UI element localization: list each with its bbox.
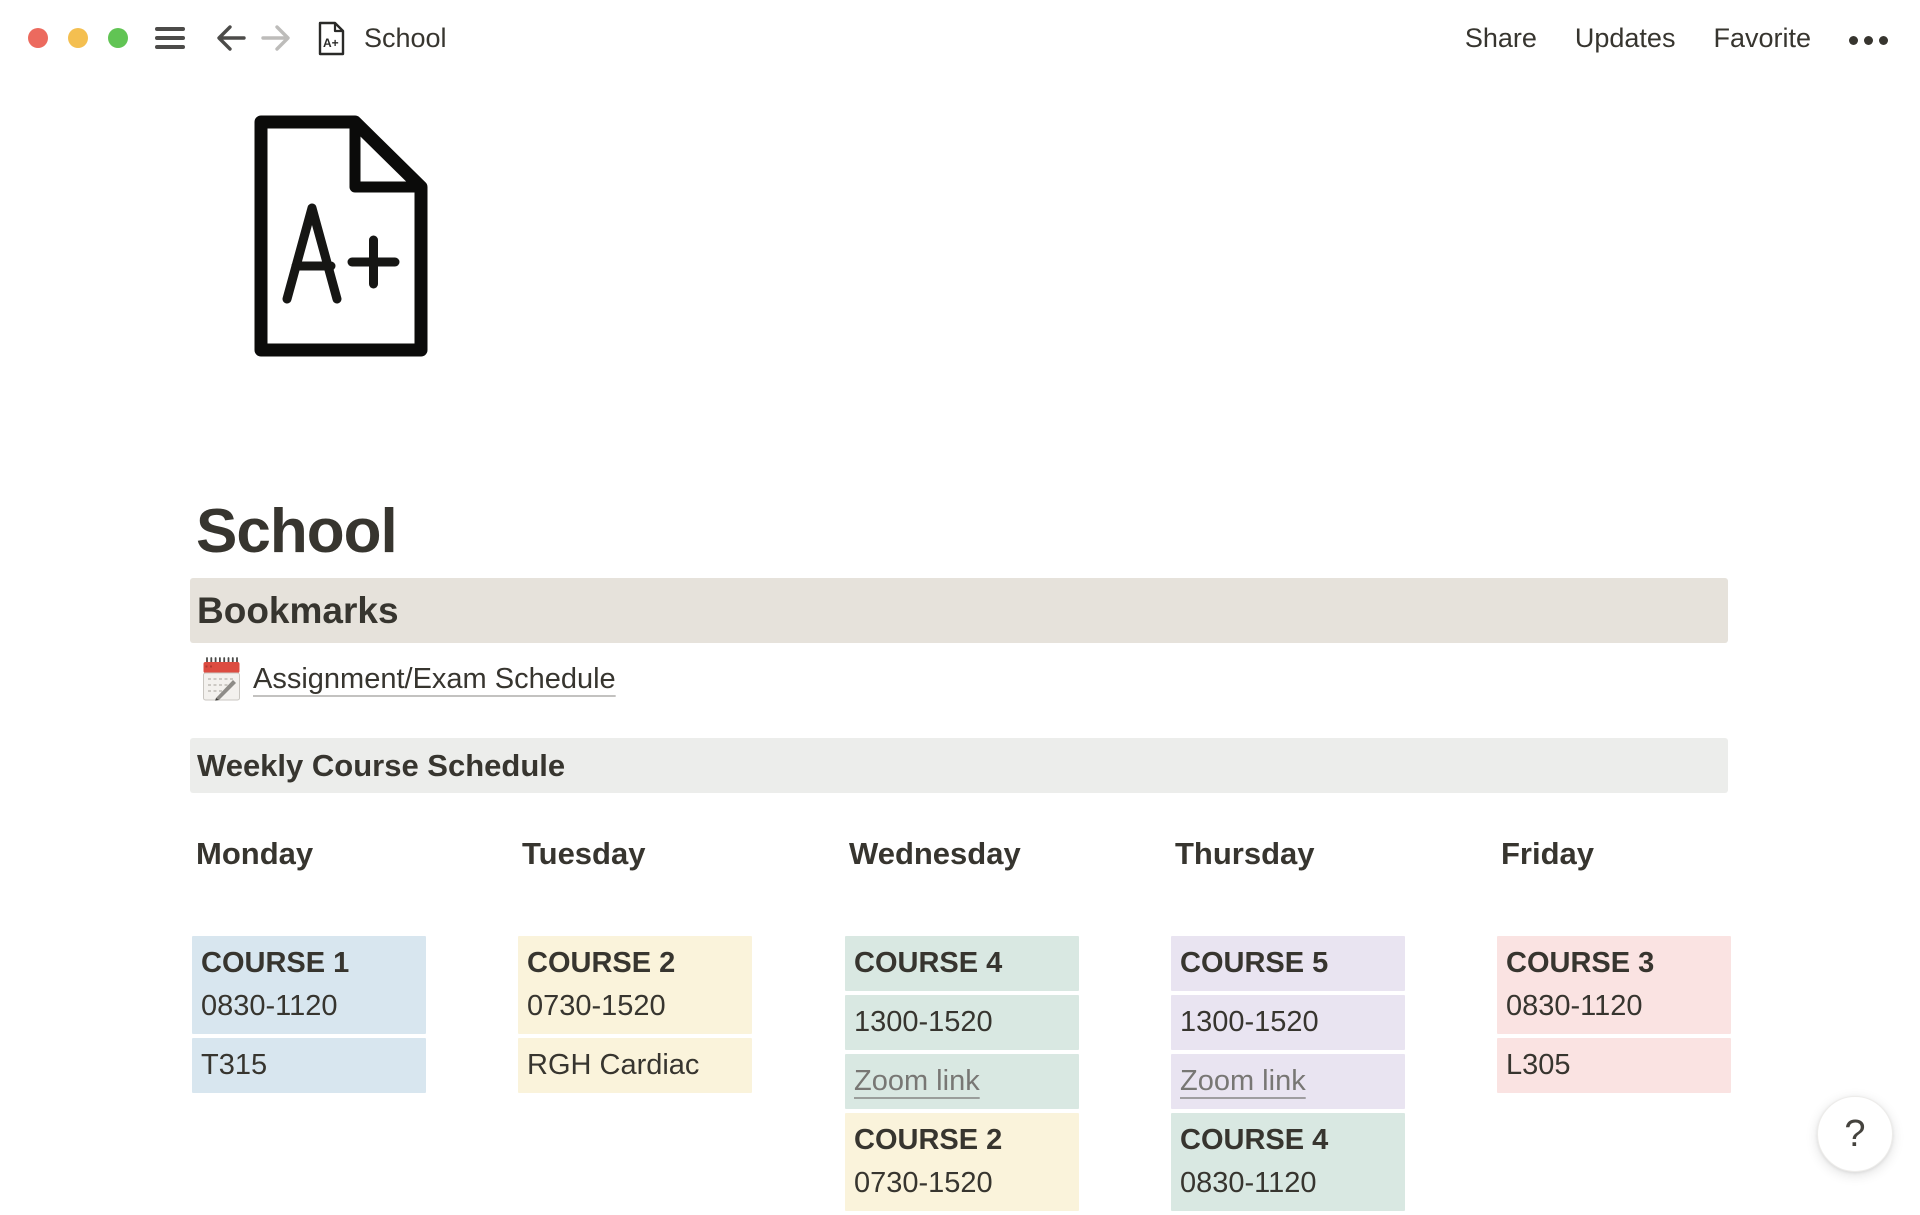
share-button[interactable]: Share <box>1464 22 1537 53</box>
day-column-tuesday: Tuesday COURSE 2 0730-1520 RGH Cardiac <box>518 836 752 1097</box>
zoom-window-button[interactable] <box>108 28 128 48</box>
course-block[interactable]: COURSE 1 0830-1120 <box>192 936 426 1034</box>
zoom-link[interactable]: Zoom link <box>854 1065 980 1097</box>
course-block[interactable]: 1300-1520 <box>845 995 1079 1050</box>
favorite-button[interactable]: Favorite <box>1713 22 1811 53</box>
bookmark-item: Assignment/Exam Schedule <box>203 654 616 704</box>
topbar-actions: Share Updates Favorite <box>1465 0 1888 76</box>
day-column-monday: Monday COURSE 1 0830-1120 T315 <box>192 836 426 1097</box>
day-blocks: COURSE 1 0830-1120 T315 <box>192 936 426 1093</box>
schedule-heading: Weekly Course Schedule <box>197 747 566 783</box>
schedule-grid: Monday COURSE 1 0830-1120 T315 Tuesday COURSE… <box>192 836 1732 1211</box>
course-name: COURSE 3 <box>1506 947 1655 979</box>
spiral-calendar-icon <box>203 657 240 701</box>
breadcrumb-page-icon: A+ <box>318 21 345 61</box>
course-detail: 1300-1520 <box>1180 1006 1319 1038</box>
course-detail: 1300-1520 <box>854 1006 993 1038</box>
course-detail: 0830-1120 <box>1506 990 1643 1022</box>
hamburger-icon <box>155 27 185 31</box>
day-header-wednesday: Wednesday <box>849 836 1021 871</box>
svg-text:A+: A+ <box>323 36 339 50</box>
more-options-button[interactable] <box>1849 32 1888 45</box>
breadcrumb-page-title[interactable]: School <box>364 23 447 53</box>
course-line: Zoom link <box>854 1060 1070 1103</box>
course-line: Zoom link <box>1180 1060 1396 1103</box>
window-controls <box>28 28 128 48</box>
day-column-friday: Friday COURSE 3 0830-1120 L305 <box>1497 836 1731 1097</box>
course-block[interactable]: Zoom link <box>1171 1054 1405 1109</box>
bookmarks-section-header: Bookmarks <box>190 578 1728 643</box>
course-detail: T315 <box>201 1049 268 1081</box>
course-block[interactable]: T315 <box>192 1038 426 1093</box>
back-button[interactable] <box>216 22 246 54</box>
course-block[interactable]: COURSE 3 0830-1120 <box>1497 936 1731 1034</box>
schedule-section-header: Weekly Course Schedule <box>190 738 1728 793</box>
updates-button[interactable]: Updates <box>1574 22 1676 53</box>
course-block[interactable]: COURSE 4 <box>845 936 1079 991</box>
day-blocks: COURSE 2 0730-1520 RGH Cardiac <box>518 936 752 1093</box>
course-name: COURSE 5 <box>1180 947 1329 979</box>
bookmark-link-assignment-exam-schedule[interactable]: Assignment/Exam Schedule <box>253 662 616 695</box>
arrow-right-icon <box>261 25 290 51</box>
course-block[interactable]: COURSE 5 <box>1171 936 1405 991</box>
day-column-thursday: Thursday COURSE 5 1300-1520 Zoom link COURSE… <box>1171 836 1405 1215</box>
ellipsis-icon <box>1849 35 1858 45</box>
ellipsis-icon <box>1864 35 1873 45</box>
day-blocks: COURSE 4 1300-1520 Zoom link COURSE 2 0730-1… <box>845 936 1079 1211</box>
course-detail: 0830-1120 <box>1180 1167 1317 1199</box>
day-header-thursday: Thursday <box>1175 836 1315 871</box>
sidebar-toggle-button[interactable] <box>155 27 185 49</box>
course-name: COURSE 2 <box>854 1124 1003 1156</box>
page-title: School <box>196 496 398 566</box>
forward-button[interactable] <box>261 22 291 54</box>
course-detail: 0730-1520 <box>527 990 666 1022</box>
course-detail: RGH Cardiac <box>527 1049 700 1081</box>
course-detail: L305 <box>1506 1049 1571 1081</box>
course-block[interactable]: 1300-1520 <box>1171 995 1405 1050</box>
course-name: COURSE 2 <box>527 947 676 979</box>
minimize-window-button[interactable] <box>68 28 88 48</box>
hamburger-icon <box>155 36 185 40</box>
course-name: COURSE 4 <box>854 947 1003 979</box>
course-detail: 0730-1520 <box>854 1167 993 1199</box>
day-column-wednesday: Wednesday COURSE 4 1300-1520 Zoom link COURS… <box>845 836 1079 1215</box>
day-header-friday: Friday <box>1501 836 1595 871</box>
topbar: A+ School Share Updates Favorite <box>0 0 1920 76</box>
course-block[interactable]: COURSE 2 0730-1520 <box>845 1113 1079 1211</box>
zoom-link[interactable]: Zoom link <box>1180 1065 1306 1097</box>
day-blocks: COURSE 3 0830-1120 L305 <box>1497 936 1731 1093</box>
course-block[interactable]: L305 <box>1497 1038 1731 1093</box>
page-icon[interactable] <box>251 113 429 364</box>
bookmarks-heading: Bookmarks <box>197 589 399 631</box>
question-mark-icon: ? <box>1844 1112 1866 1155</box>
course-name: COURSE 4 <box>1180 1124 1329 1156</box>
course-block[interactable]: COURSE 4 0830-1120 <box>1171 1113 1405 1211</box>
help-button[interactable]: ? <box>1817 1096 1893 1172</box>
course-detail: 0830-1120 <box>201 990 338 1022</box>
course-block[interactable]: Zoom link <box>845 1054 1079 1109</box>
day-header-monday: Monday <box>196 836 314 871</box>
close-window-button[interactable] <box>28 28 48 48</box>
course-name: COURSE 1 <box>201 947 350 979</box>
course-block[interactable]: RGH Cardiac <box>518 1038 752 1093</box>
ellipsis-icon <box>1879 35 1888 45</box>
course-block[interactable]: COURSE 2 0730-1520 <box>518 936 752 1034</box>
arrow-left-icon <box>217 25 246 51</box>
day-header-tuesday: Tuesday <box>522 836 646 871</box>
a-plus-document-icon <box>254 115 428 357</box>
hamburger-icon <box>155 45 185 49</box>
day-blocks: COURSE 5 1300-1520 Zoom link COURSE 4 0830-1… <box>1171 936 1405 1211</box>
